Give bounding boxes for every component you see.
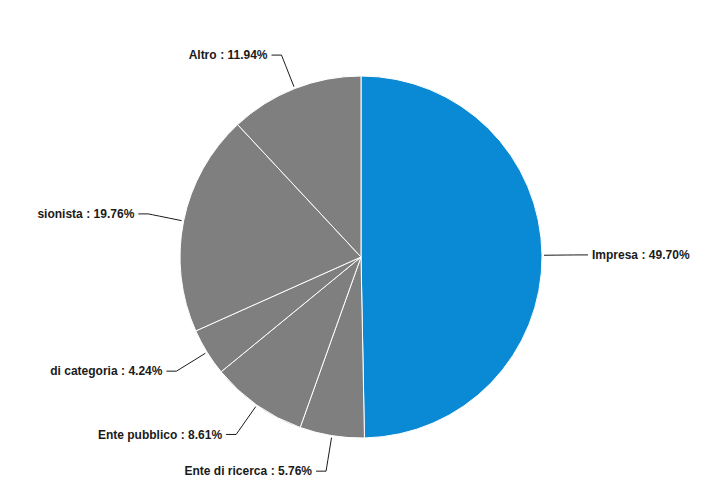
labels: Impresa: 49.70%Ente di ricerca: 5.76%Ent… [37,48,689,478]
leader-line [226,407,256,435]
leader-line [316,438,331,472]
slice-label-value: : 8.61% [181,428,223,442]
slice-label-value: : 11.94% [220,48,268,62]
leader-line [544,254,588,255]
leader-line [138,214,181,221]
slice-label-name: Ente pubblico [98,428,177,442]
slice-label-name: sionista [37,207,83,221]
leader-line [166,353,205,371]
leader-line [272,55,294,87]
slice-label: sionista: 19.76% [37,207,134,221]
pie-slice [238,76,361,257]
chart-svg: Impresa: 49.70%Ente di ricerca: 5.76%Ent… [0,0,722,482]
slice-label-name: Impresa [592,248,638,262]
slice-label: Altro: 11.94% [189,48,268,62]
pie-group [180,76,542,438]
slice-label-name: Ente di ricerca [184,464,267,478]
chart-container: Impresa: 49.70%Ente di ricerca: 5.76%Ent… [0,0,722,482]
slice-label-name: Altro [189,48,217,62]
slice-label: di categoria: 4.24% [50,364,163,378]
slice-label: Impresa : 49.70% [592,248,690,262]
pie-slice [361,76,542,438]
slice-label-value: : 49.70% [642,248,690,262]
slice-label-name: di categoria [50,364,118,378]
slice-label: Ente di ricerca : 5.76% [184,464,312,478]
slice-label: Ente pubblico : 8.61% [98,428,223,442]
slice-label-value: : 4.24% [121,364,163,378]
slice-label-value: : 19.76% [86,207,134,221]
slice-label-value: : 5.76% [271,464,313,478]
